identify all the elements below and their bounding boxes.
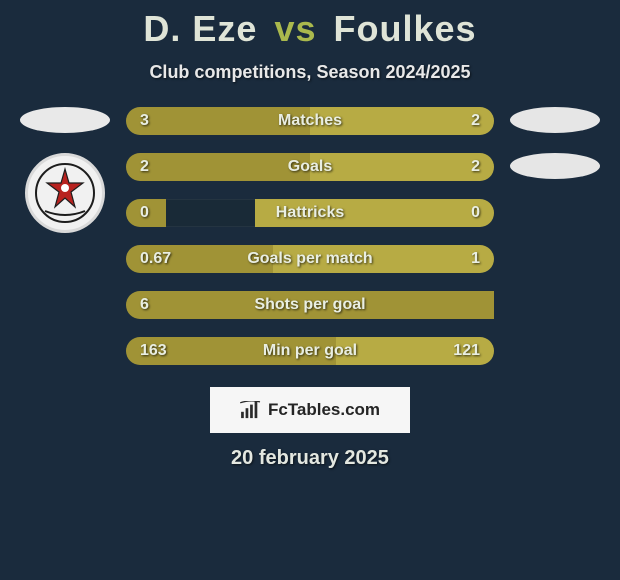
stat-bar-right bbox=[310, 153, 494, 181]
stat-bar-left bbox=[126, 153, 310, 181]
branding-text: FcTables.com bbox=[268, 400, 380, 420]
stat-value-right: 0 bbox=[471, 204, 480, 222]
stat-value-right: 121 bbox=[453, 342, 480, 360]
player2-oval-icon-2 bbox=[510, 153, 600, 179]
stat-value-left: 0 bbox=[140, 204, 149, 222]
stat-label: Matches bbox=[278, 112, 342, 130]
player1-club-crest-icon bbox=[25, 153, 105, 233]
comparison-title: D. Eze vs Foulkes bbox=[0, 0, 620, 50]
stat-row: Matches 3 2 bbox=[126, 107, 494, 135]
right-player-column bbox=[500, 107, 610, 365]
stat-row: Shots per goal 6 bbox=[126, 291, 494, 319]
stat-label: Hattricks bbox=[276, 204, 344, 222]
bars-chart-icon bbox=[240, 401, 262, 419]
left-player-column bbox=[10, 107, 120, 365]
player2-name: Foulkes bbox=[334, 8, 477, 49]
stat-value-right: 2 bbox=[471, 112, 480, 130]
stat-label: Goals per match bbox=[247, 250, 372, 268]
stat-value-left: 0.67 bbox=[140, 250, 171, 268]
stat-value-left: 163 bbox=[140, 342, 167, 360]
comparison-body: Matches 3 2 Goals 2 2 Hattricks 0 0 Goals per mat… bbox=[0, 107, 620, 365]
player1-name: D. Eze bbox=[143, 8, 257, 49]
stat-value-left: 2 bbox=[140, 158, 149, 176]
stat-value-left: 3 bbox=[140, 112, 149, 130]
stat-value-right: 2 bbox=[471, 158, 480, 176]
stat-label: Min per goal bbox=[263, 342, 357, 360]
stat-label: Goals bbox=[288, 158, 332, 176]
stat-row: Min per goal 163 121 bbox=[126, 337, 494, 365]
player2-oval-icon bbox=[510, 107, 600, 133]
stat-value-left: 6 bbox=[140, 296, 149, 314]
stat-row: Hattricks 0 0 bbox=[126, 199, 494, 227]
date-label: 20 february 2025 bbox=[0, 447, 620, 470]
subtitle: Club competitions, Season 2024/2025 bbox=[0, 62, 620, 83]
branding-badge: FcTables.com bbox=[210, 387, 410, 433]
vs-separator: vs bbox=[274, 8, 316, 49]
stat-bars-container: Matches 3 2 Goals 2 2 Hattricks 0 0 Goals per mat… bbox=[120, 107, 500, 365]
player1-oval-icon bbox=[20, 107, 110, 133]
stat-row: Goals 2 2 bbox=[126, 153, 494, 181]
stat-value-right: 1 bbox=[471, 250, 480, 268]
stat-row: Goals per match 0.67 1 bbox=[126, 245, 494, 273]
stat-label: Shots per goal bbox=[254, 296, 365, 314]
